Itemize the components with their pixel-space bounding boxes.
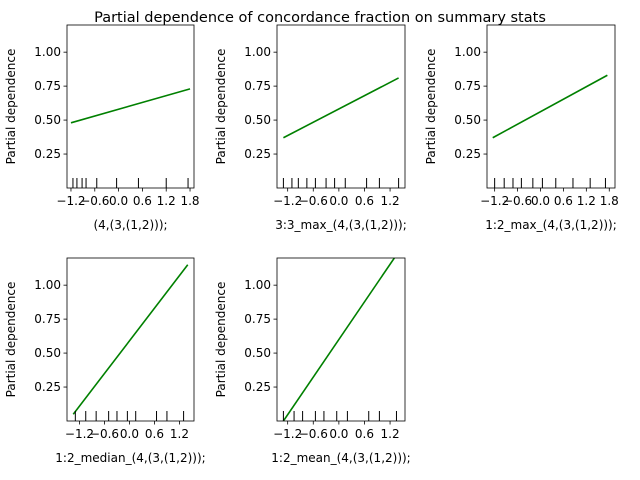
x-tick-label: 1.2 <box>170 427 189 441</box>
y-tick-label: 0.50 <box>34 113 61 127</box>
axes-frame <box>276 24 406 189</box>
subplot-3: 0.25 0.50 0.75 1.00 −1.2−0.60.0 0.6 1.2 1.8 1:2_… <box>424 24 619 232</box>
x-tick-label: −0.6 <box>90 427 119 441</box>
x-tick-label: 0.6 <box>355 194 374 208</box>
y-tick-label: 0.25 <box>34 147 61 161</box>
x-tick-label: −0.6 <box>299 194 328 208</box>
axes-frame <box>66 24 195 189</box>
axes-frame <box>276 257 406 422</box>
x-tick-label: 0.0 <box>329 194 348 208</box>
x-tick-label: −1.2 <box>56 194 85 208</box>
y-tick-label: 1.00 <box>244 278 271 292</box>
y-tick-label: 0.50 <box>244 346 271 360</box>
x-tick-label: −1.2 <box>65 427 94 441</box>
x-tick-label: 1.2 <box>381 194 400 208</box>
y-axis-label: Partial dependence <box>4 282 18 398</box>
x-tick-label: −1.2 <box>273 427 302 441</box>
axes-frame <box>486 24 616 189</box>
x-axis-label: 1:2_max_(4,(3,(1,2))); <box>485 218 617 232</box>
y-tick-label: 0.25 <box>34 380 61 394</box>
x-tick-label: 1.8 <box>180 194 199 208</box>
y-axis-label: Partial dependence <box>4 49 18 165</box>
x-tick-label: −1.2 <box>273 194 302 208</box>
x-tick-label: 0.6 <box>355 427 374 441</box>
y-tick-label: 0.50 <box>34 346 61 360</box>
x-tick-label: 1.2 <box>381 427 400 441</box>
y-tick-label: 0.25 <box>244 147 271 161</box>
y-axis-label: Partial dependence <box>214 49 228 165</box>
figure-title: Partial dependence of concordance fracti… <box>94 10 546 26</box>
y-tick-label: 0.75 <box>454 79 481 93</box>
subplot-5: 0.25 0.50 0.75 1.00 −1.2−0.6 0.0 0.6 1.2 1:2_mea… <box>214 257 411 465</box>
x-tick-label: 1.2 <box>577 194 596 208</box>
axes-frame <box>66 257 195 422</box>
x-tick-label: 0.6 <box>133 194 152 208</box>
x-tick-label: 0.6 <box>554 194 573 208</box>
x-tick-label: 0.0 <box>109 194 128 208</box>
pd-line <box>70 88 191 124</box>
pd-line <box>72 264 189 415</box>
y-tick-label: 0.25 <box>244 380 271 394</box>
pd-line <box>492 74 608 139</box>
x-tick-label: 0.0 <box>120 427 139 441</box>
y-tick-label: 1.00 <box>34 45 61 59</box>
pd-line <box>282 258 395 421</box>
x-tick-label: −0.6 <box>299 427 328 441</box>
subplot-4: 0.25 0.50 0.75 1.00 −1.2−0.6 0.0 0.6 1.2 1:2_med… <box>4 257 206 465</box>
subplot-2: 0.25 0.50 0.75 1.00 −1.2−0.6 0.0 0.6 1.2 3:3_max… <box>214 24 407 232</box>
y-axis-label: Partial dependence <box>214 282 228 398</box>
x-tick-label: 0.6 <box>145 427 164 441</box>
x-tick-label: 1.2 <box>157 194 176 208</box>
y-tick-label: 0.75 <box>34 312 61 326</box>
x-axis-label: 1:2_median_(4,(3,(1,2))); <box>55 451 205 465</box>
subplot-1: 0.25 0.50 0.75 1.00 −1.2−0.6 0.0 0.6 1.2 1.8 (4,(… <box>4 24 200 232</box>
pd-line <box>283 77 399 139</box>
x-tick-label: 0.0 <box>531 194 550 208</box>
y-tick-label: 1.00 <box>454 45 481 59</box>
x-axis-label: 3:3_max_(4,(3,(1,2))); <box>275 218 407 232</box>
y-tick-label: 0.50 <box>244 113 271 127</box>
x-tick-label: −0.6 <box>503 194 532 208</box>
y-tick-label: 0.25 <box>454 147 481 161</box>
x-tick-label: −1.2 <box>480 194 509 208</box>
y-tick-label: 1.00 <box>34 278 61 292</box>
y-tick-label: 0.50 <box>454 113 481 127</box>
x-axis-label: (4,(3,(1,2))); <box>93 218 167 232</box>
y-tick-label: 1.00 <box>244 45 271 59</box>
x-tick-label: −0.6 <box>80 194 109 208</box>
x-axis-label: 1:2_mean_(4,(3,(1,2))); <box>271 451 410 465</box>
y-tick-label: 0.75 <box>34 79 61 93</box>
x-tick-label: 0.0 <box>329 427 348 441</box>
y-tick-label: 0.75 <box>244 79 271 93</box>
x-tick-label: 1.8 <box>600 194 619 208</box>
y-tick-label: 0.75 <box>244 312 271 326</box>
y-axis-label: Partial dependence <box>424 49 438 165</box>
